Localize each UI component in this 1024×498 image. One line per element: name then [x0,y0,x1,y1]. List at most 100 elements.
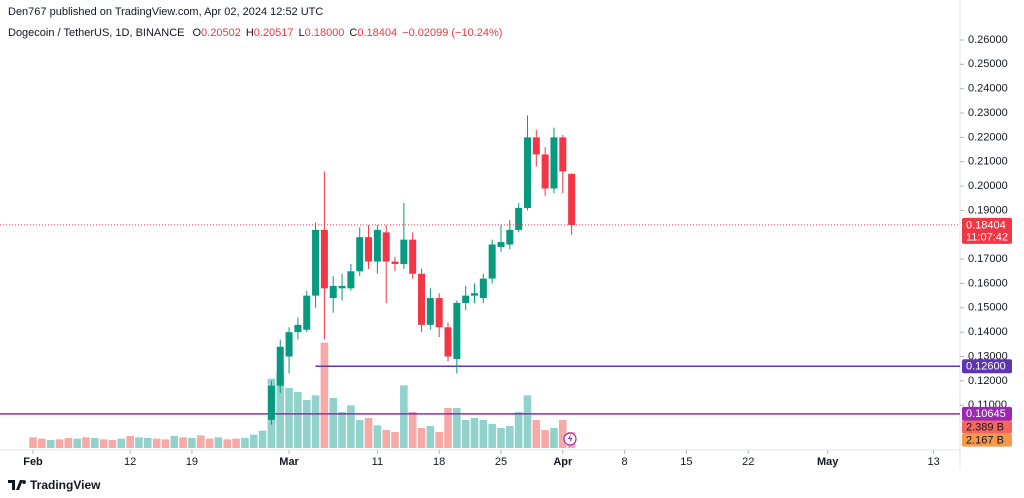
volume-bar [453,408,461,448]
volume-bar [488,424,496,448]
volume-bar [559,420,567,448]
volume-bar [550,428,558,448]
candle-body [488,244,496,279]
y-tick-label: 0.16000 [968,277,1008,289]
candle-body [444,327,452,357]
y-tick-label: 0.14000 [968,326,1008,338]
y-tick-label: 0.26000 [968,34,1008,46]
volume-bar [435,432,443,448]
volume-bar [541,430,549,448]
volume-bar [391,432,399,448]
footer-logo [8,480,27,490]
candle-body [409,239,417,274]
ohlc-value: 0.20502 [201,27,241,39]
candle-body [320,229,328,289]
volume-bar [417,428,426,448]
candle-body [338,285,346,289]
candle-body [276,346,284,386]
volume-bar [64,438,73,448]
volume-bar [205,438,214,448]
ohlc-key: O [192,27,201,39]
candle-body [347,271,355,289]
plot-area [0,115,960,448]
volume-bar [400,385,408,448]
candle-body [391,261,399,264]
volume-bar [214,437,223,448]
candle-body [523,137,531,208]
y-tick-label: 0.17000 [968,253,1008,265]
volume-bar [196,435,205,448]
volume-bar [532,420,541,448]
volume-bar [117,438,126,448]
candle-body [559,137,567,172]
footer-brand: TradingView [30,478,101,492]
volume-bar [364,418,373,448]
volume-bar [188,438,196,448]
y-tick-label: 0.25000 [968,58,1008,70]
x-tick-label: May [817,456,839,468]
candle-body [267,385,275,420]
volume-bar [152,438,161,448]
volume-bar [258,430,267,448]
volume-bar [55,439,64,448]
volume-bar [46,440,55,448]
volume-bar [285,388,293,448]
candle-body [506,229,514,245]
x-tick-label: 18 [433,456,445,468]
volume-bar [302,400,311,448]
candle-body [426,298,434,325]
y-tick-label: 0.23000 [968,107,1008,119]
candle-body [373,229,381,262]
y-tick-label: 0.20000 [968,180,1008,192]
candle-body [471,293,478,296]
volume-bar [82,437,90,448]
candle-body [453,302,461,359]
x-tick-label: 13 [928,456,940,468]
price-level-box [962,359,1012,374]
volume-bar [461,420,470,448]
ohlc-key: H [246,27,254,39]
volume-bar [91,438,99,448]
last-price-label: 0.18404 [966,219,1006,231]
y-tick-label: 0.12000 [968,375,1008,387]
price-level-label: 0.10645 [966,408,1006,420]
volume-bar [108,440,117,448]
volume-bar [338,412,346,448]
candle-body [356,237,364,272]
candle-body [497,242,505,247]
volume-bar [99,439,108,448]
countdown-label: 11:07:42 [966,231,1008,243]
volume-bar [135,437,143,448]
candle-body [479,278,487,299]
volume-label-box [962,420,1012,434]
x-tick-label: 15 [680,456,692,468]
candle-body [532,137,540,155]
candle-body [568,173,576,225]
volume-label: 2.167 B [966,434,1004,446]
volume-bar [126,436,134,448]
volume-bar [170,436,179,448]
candle-body [285,332,293,357]
volume-bar [355,420,364,448]
volume-bar [249,434,258,448]
x-tick-label: Mar [279,456,299,468]
candle-body [312,229,320,296]
y-tick-label: 0.19000 [968,204,1008,216]
candle-body [400,239,408,264]
x-tick-label: 22 [742,456,754,468]
candle-body [365,237,373,262]
y-tick-label: 0.22000 [968,131,1008,143]
volume-bar [73,438,81,448]
candle-body [435,298,443,328]
symbol-legend: Dogecoin / TetherUS, 1D, BINANCE O0.20502… [8,27,502,39]
volume-bar [241,438,249,448]
volume-bar [276,372,285,448]
volume-bar [320,342,329,448]
volume-bar [523,395,532,448]
volume-bar [382,430,390,448]
volume-label-box [962,433,1012,447]
volume-bar [347,405,355,448]
candle-body [541,154,549,189]
last-price-box [962,217,1012,244]
volume-bar [294,392,302,448]
